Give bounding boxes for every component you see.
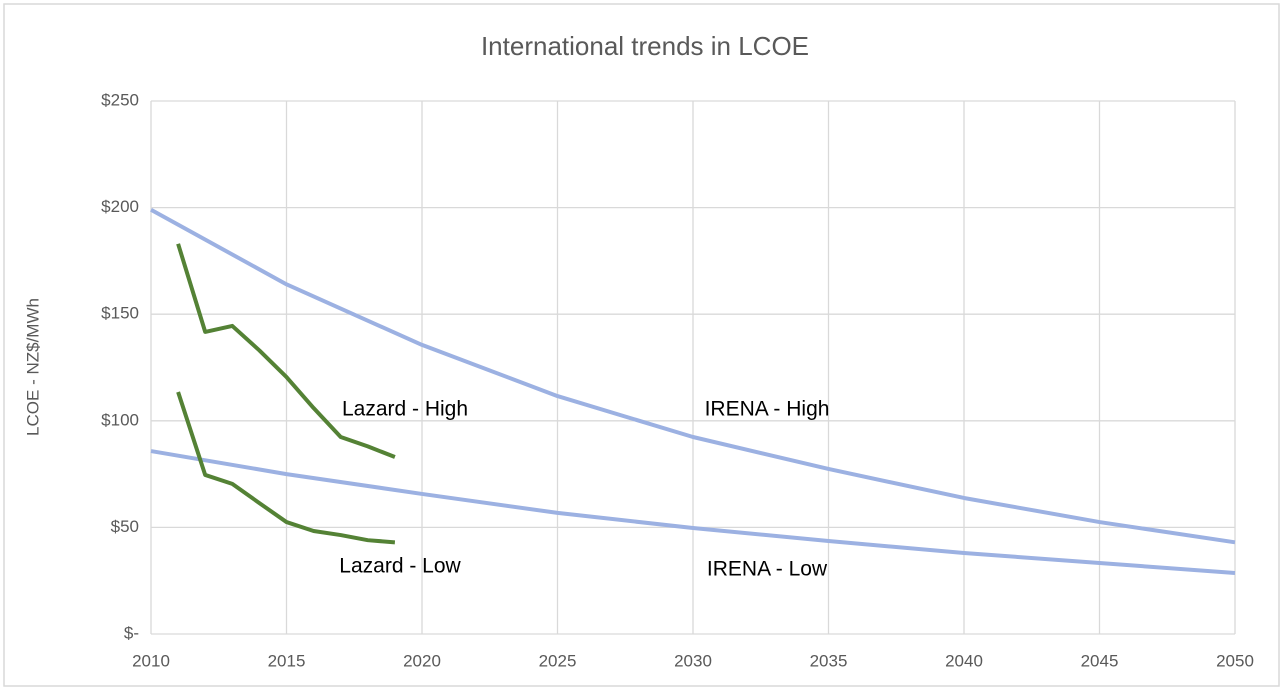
line <box>176 243 396 459</box>
line <box>150 449 1236 576</box>
x-tick-label: 2025 <box>539 651 577 670</box>
y-tick-label: $50 <box>111 517 139 536</box>
y-tick-label: $200 <box>101 197 139 216</box>
chart-frame <box>3 3 1280 687</box>
x-tick-label: 2035 <box>810 651 848 670</box>
x-tick-label: 2045 <box>1081 651 1119 670</box>
y-tick-label: $250 <box>101 90 139 109</box>
y-tick-label: $- <box>124 623 139 642</box>
x-tick-label: 2020 <box>403 651 441 670</box>
y-tick-label: $100 <box>101 410 139 429</box>
series-label: IRENA - High <box>705 398 830 421</box>
x-tick-label: 2030 <box>674 651 712 670</box>
x-tick-label: 2010 <box>132 651 170 670</box>
line <box>176 391 396 545</box>
series-label: Lazard - High <box>342 398 468 421</box>
series-label: IRENA - Low <box>707 558 828 581</box>
x-tick-label: 2040 <box>945 651 983 670</box>
line <box>150 207 1236 545</box>
chart-title: International trends in LCOE <box>481 31 809 61</box>
series-label: Lazard - Low <box>339 555 461 578</box>
x-tick-label: 2050 <box>1216 651 1254 670</box>
y-axis-label: LCOE - NZ$/MWh <box>23 298 42 436</box>
x-tick-label: 2015 <box>268 651 306 670</box>
y-tick-label: $150 <box>101 304 139 323</box>
